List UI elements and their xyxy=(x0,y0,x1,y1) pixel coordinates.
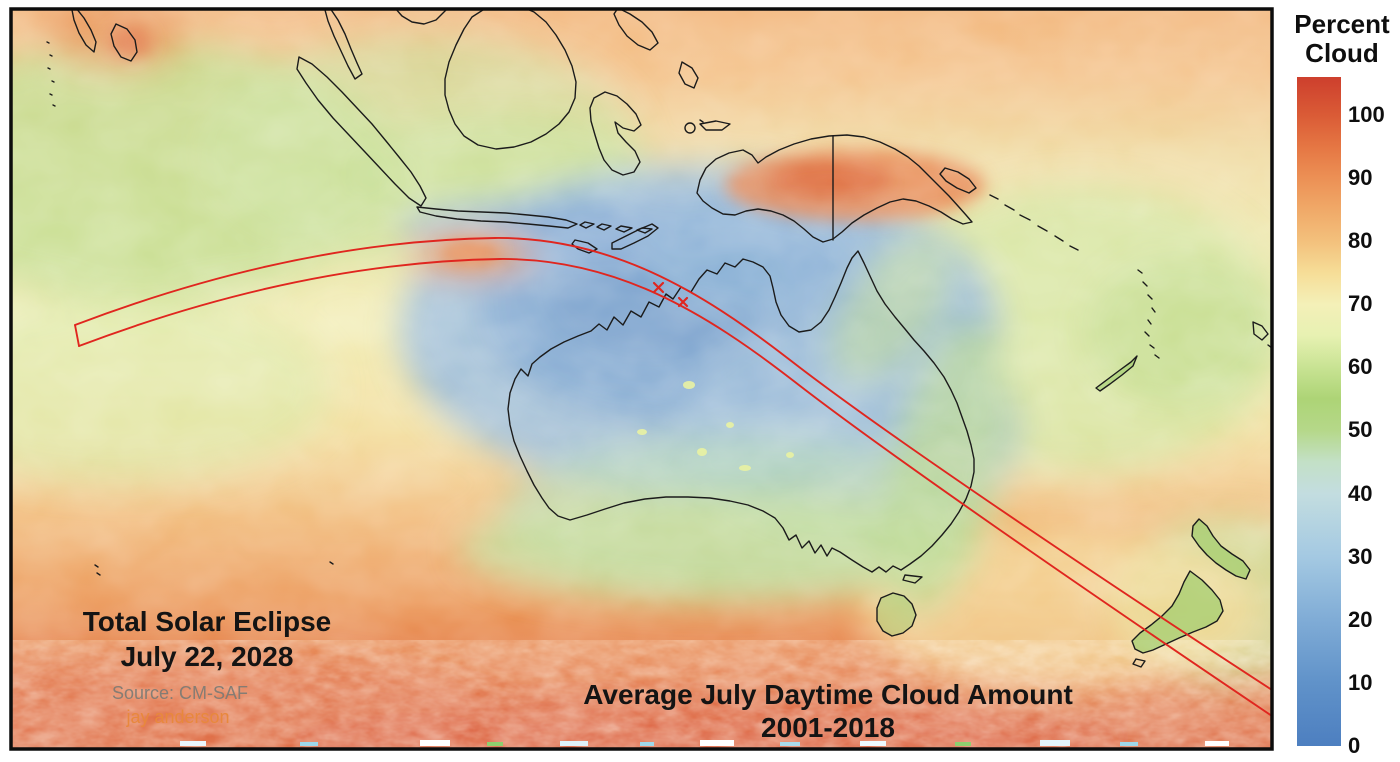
mindanao-coastline xyxy=(613,10,659,51)
sumatra-coastline xyxy=(296,56,427,207)
tasmania-coastline xyxy=(876,592,917,637)
australia-coastline xyxy=(507,250,975,573)
coastlines xyxy=(46,10,1271,668)
eclipse-path-south-limit xyxy=(78,258,1271,717)
colorbar-tick-label: 10 xyxy=(1348,669,1373,695)
borneo-coastline xyxy=(444,10,577,150)
new-caledonia-coastline xyxy=(1095,355,1138,392)
nz-north-island-coastline xyxy=(1191,518,1251,580)
fiji-coastline xyxy=(1252,321,1271,348)
colorbar-legend: Percent Cloud 100 90 80 70 60 50 40 30 20 10 0 xyxy=(1284,0,1400,762)
java-coastline xyxy=(416,206,578,229)
colorbar-tick-label: 90 xyxy=(1348,164,1373,190)
vanuatu-islands xyxy=(1137,269,1160,359)
eclipse-path xyxy=(74,237,1271,717)
eclipse-path-west-cap xyxy=(74,324,80,347)
new-guinea-coastline xyxy=(696,134,973,243)
timor-coastline xyxy=(611,223,659,250)
colorbar-title-line1: Percent xyxy=(1294,9,1390,39)
solomon-islands xyxy=(989,194,1079,251)
map-frame-border xyxy=(9,7,1274,751)
colorbar-tick-label: 70 xyxy=(1348,291,1373,317)
eclipse-centerline-marks xyxy=(652,281,689,308)
halmahera-coastline xyxy=(678,61,699,89)
sumba-coastline xyxy=(571,239,598,254)
bottom-ice-speckles xyxy=(180,740,1229,746)
sri-lanka-coastline xyxy=(110,23,138,62)
nz-south-island-coastline xyxy=(1131,570,1224,654)
colorbar-tick-label: 30 xyxy=(1348,543,1373,569)
kangaroo-island-coastline xyxy=(902,574,923,584)
buru-island xyxy=(684,122,696,134)
colorbar-title: Percent Cloud xyxy=(1284,10,1400,67)
colorbar-tick-label: 20 xyxy=(1348,606,1373,632)
colorbar-tick-label: 80 xyxy=(1348,228,1373,254)
india-tip-coastline xyxy=(71,10,97,53)
ocean-specks xyxy=(94,119,704,576)
colorbar-gradient xyxy=(1297,77,1341,746)
sulawesi-coastline xyxy=(589,91,642,176)
lesser-sunda-islands xyxy=(579,221,653,234)
eclipse-title-line2: July 22, 2028 xyxy=(121,641,294,672)
caption-line1: Average July Daytime Cloud Amount xyxy=(583,679,1073,710)
caption-line2: 2001-2018 xyxy=(761,712,895,743)
salt-lake-speckles xyxy=(637,381,794,471)
colorbar-tick-label: 100 xyxy=(1348,101,1385,127)
colorbar-tick-label: 60 xyxy=(1348,354,1373,380)
colorbar-tick-label: 0 xyxy=(1348,733,1361,758)
eclipse-path-north-limit xyxy=(74,237,1271,691)
maldives-dots xyxy=(46,41,56,107)
colorbar-tick-label: 50 xyxy=(1348,417,1373,443)
malay-peninsula-coastline xyxy=(324,10,363,80)
map-annotations: Total Solar Eclipse July 22, 2028 Source… xyxy=(83,606,1073,743)
author-credit: jay anderson xyxy=(125,707,229,727)
seram-coastline xyxy=(699,120,731,131)
eclipse-title-line1: Total Solar Eclipse xyxy=(83,606,331,637)
colorbar-title-line2: Cloud xyxy=(1305,37,1379,68)
colorbar-tick-label: 40 xyxy=(1348,480,1373,506)
source-credit: Source: CM-SAF xyxy=(112,683,248,703)
new-britain-coastline xyxy=(939,167,977,194)
mainland-coast-fragment xyxy=(396,10,447,25)
stewart-island-coastline xyxy=(1132,658,1146,668)
